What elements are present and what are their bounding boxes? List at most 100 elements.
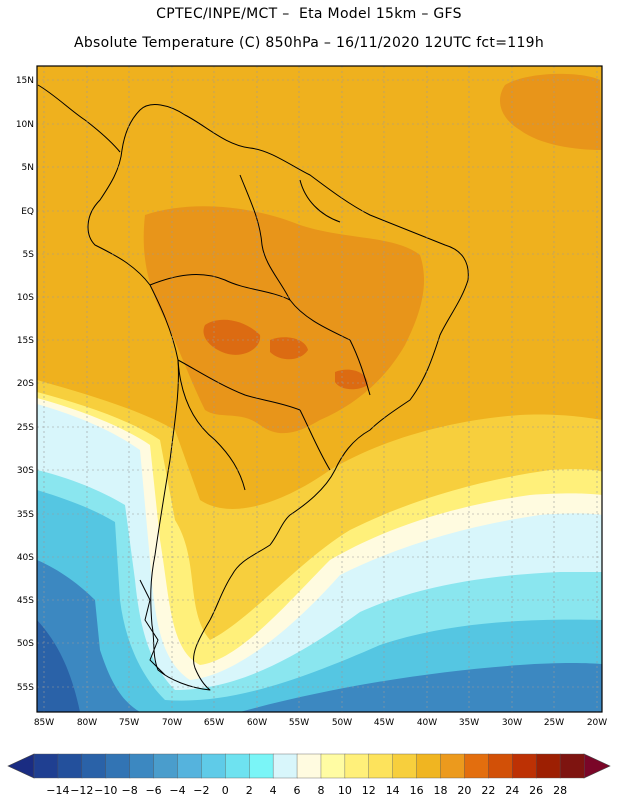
lon-label: 50W <box>332 718 352 728</box>
colorbar-tick-label: 6 <box>294 784 301 797</box>
country-border-3 <box>299 409 331 471</box>
colorbar-cell <box>177 753 202 779</box>
field-blue-band-south <box>240 663 602 712</box>
colorbar-cell <box>249 753 274 779</box>
colorbar-arrow-left <box>7 753 35 779</box>
colorbar-cell <box>33 753 59 779</box>
country-border-4 <box>239 174 291 301</box>
colorbar-cell <box>320 753 346 779</box>
colorbar-cell <box>416 753 442 779</box>
colorbar-tick-label: 14 <box>386 784 400 797</box>
colorbar-cell <box>153 753 179 779</box>
field-red-orange-core-1 <box>203 319 261 355</box>
chart-title-line-1: CPTEC/INPE/MCT – Eta Model 15km – GFS <box>156 6 462 22</box>
colorbar-cell <box>81 753 107 779</box>
chart-title-line-2: Absolute Temperature (C) 850hPa – 16/11/… <box>73 35 545 51</box>
lon-label: 75W <box>119 718 139 728</box>
colorbar-cell <box>392 753 418 779</box>
central-america-coastline <box>37 84 121 153</box>
field-dark-orange-ne <box>500 73 602 150</box>
colorbar-cell <box>272 753 298 779</box>
colorbar-cell <box>512 753 537 779</box>
colorbar-tick-label: 28 <box>553 784 567 797</box>
chile-archipelago <box>139 579 166 676</box>
colorbar-cell <box>464 753 489 779</box>
colorbar-tick-label: 18 <box>434 784 448 797</box>
lat-label: 35S <box>17 510 34 520</box>
colorbar: −14 −12 −10 −8 −6 −4 −2 0 2 4 6 8 10 12 14 16 18 20 22 24 26… <box>7 753 611 797</box>
lat-axis: 15N 10N 5N EQ 5S 10S 15S 20S 25S 30S 35S… <box>16 76 34 693</box>
colorbar-tick-label: 8 <box>317 784 324 797</box>
colorbar-cell <box>129 753 155 779</box>
colorbar-cell <box>488 753 513 779</box>
lat-label: 40S <box>17 553 34 563</box>
lat-label: 20S <box>17 379 34 389</box>
lat-label: 15S <box>17 336 34 346</box>
map-frame <box>36 65 603 713</box>
colorbar-tick-label: −8 <box>122 784 138 797</box>
lon-label: 60W <box>247 718 267 728</box>
colorbar-tick-label: 10 <box>338 784 352 797</box>
lon-axis: 85W 80W 75W 70W 65W 60W 55W 50W 45W 40W … <box>34 718 607 728</box>
field-red-orange-core-3 <box>335 369 368 390</box>
colorbar-tick-label: −2 <box>193 784 209 797</box>
colorbar-arrow-right <box>583 753 611 779</box>
graticule <box>37 66 602 712</box>
country-border-5 <box>299 179 341 223</box>
colorbar-cell <box>105 753 131 779</box>
country-border-7 <box>177 359 246 491</box>
lon-label: 25W <box>544 718 564 728</box>
colorbar-cell <box>535 753 561 779</box>
colorbar-tick-label: 24 <box>505 784 519 797</box>
lon-label: 55W <box>289 718 309 728</box>
lat-label: 50S <box>17 639 34 649</box>
lat-label: 5S <box>23 250 35 260</box>
lon-label: 40W <box>417 718 437 728</box>
colorbar-cell <box>57 753 83 779</box>
lat-label: 10N <box>16 120 34 130</box>
temperature-field <box>37 66 602 712</box>
lat-label: 5N <box>22 163 34 173</box>
colorbar-cell <box>225 753 250 779</box>
country-border-2 <box>177 359 301 411</box>
colorbar-tick-label: 22 <box>481 784 495 797</box>
colorbar-tick-label: 4 <box>270 784 277 797</box>
lat-label: 30S <box>17 466 34 476</box>
lon-label: 85W <box>34 718 54 728</box>
lat-label: 15N <box>16 76 34 86</box>
colorbar-tick-label: 20 <box>457 784 471 797</box>
lat-label: 10S <box>17 293 34 303</box>
lon-label: 35W <box>459 718 479 728</box>
lon-label: 70W <box>162 718 182 728</box>
colorbar-tick-label: 26 <box>529 784 543 797</box>
colorbar-tick-label: −6 <box>145 784 161 797</box>
lon-label: 20W <box>587 718 607 728</box>
lat-label: 55S <box>17 683 34 693</box>
country-border-6 <box>349 339 371 396</box>
lon-label: 80W <box>77 718 97 728</box>
colorbar-cell <box>559 753 585 779</box>
lon-label: 45W <box>374 718 394 728</box>
colorbar-tick-label: 16 <box>410 784 424 797</box>
field-red-orange-core-2 <box>270 337 308 360</box>
south-america-coastline <box>87 104 469 691</box>
lon-label: 65W <box>204 718 224 728</box>
lat-label: 45S <box>17 596 34 606</box>
colorbar-tick-label: 12 <box>362 784 376 797</box>
colorbar-cell <box>344 753 370 779</box>
colorbar-cell <box>296 753 322 779</box>
colorbar-tick-label: −12 <box>70 784 93 797</box>
colorbar-tick-label: 2 <box>246 784 253 797</box>
coastlines <box>37 84 469 691</box>
field-cyan-band <box>37 490 602 712</box>
lat-label: 25S <box>17 423 34 433</box>
country-border-1 <box>149 274 351 341</box>
colorbar-tick-label: −14 <box>46 784 69 797</box>
colorbar-tick-label: −10 <box>94 784 117 797</box>
colorbar-cell <box>201 753 226 779</box>
colorbar-tick-label: 0 <box>222 784 229 797</box>
colorbar-tick-label: −4 <box>169 784 185 797</box>
colorbar-cell <box>368 753 394 779</box>
lat-label: EQ <box>21 207 34 217</box>
